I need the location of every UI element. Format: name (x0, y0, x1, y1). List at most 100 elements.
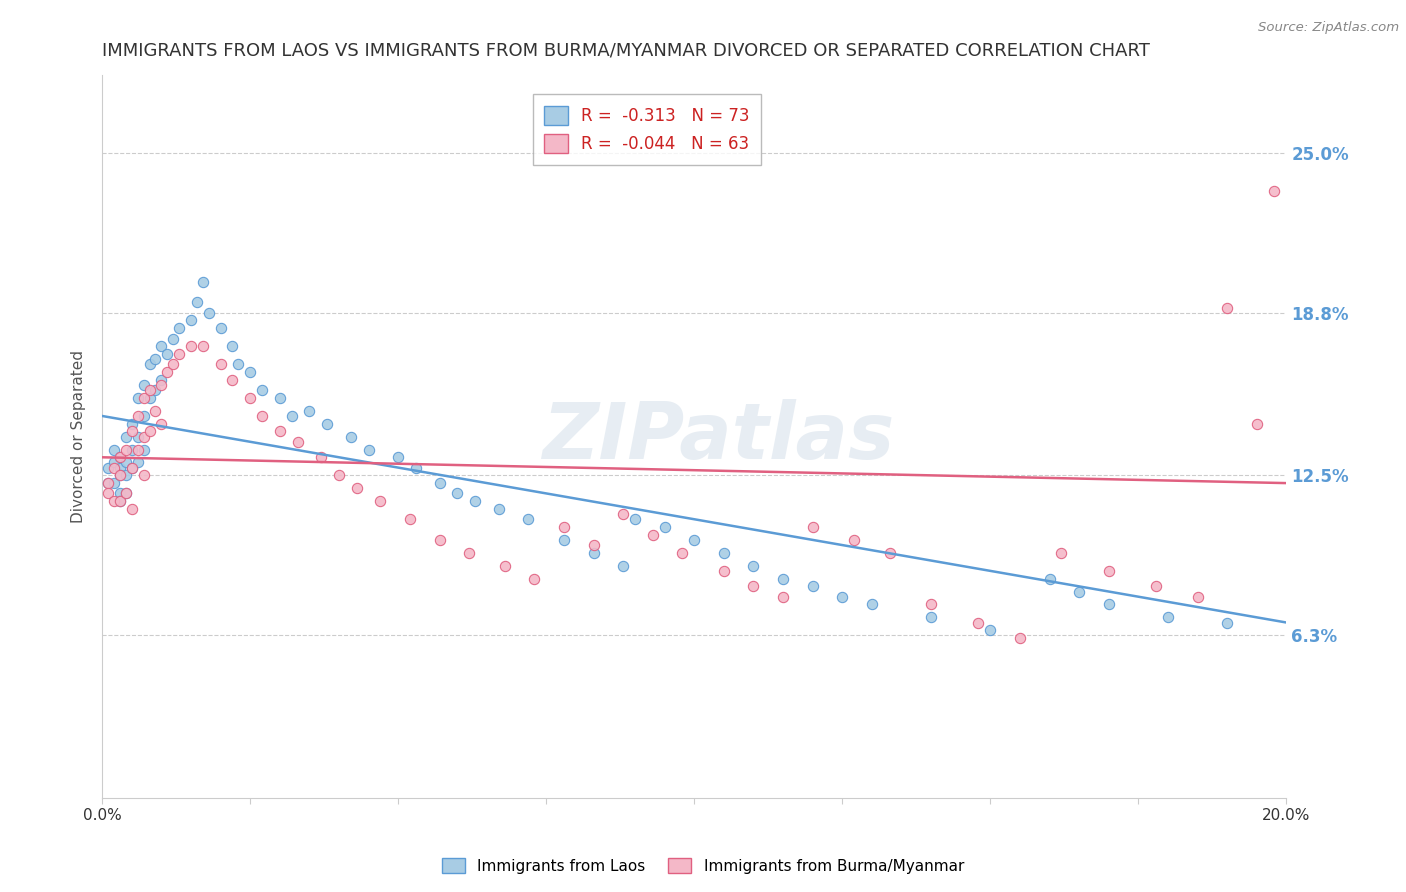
Point (209, 321, 232, 335)
Point (97, 476, 120, 491)
Point (115, 468, 138, 483)
Point (103, 442, 125, 457)
Point (920, 598, 942, 612)
Point (121, 460, 143, 475)
Point (132, 442, 155, 457)
Point (405, 460, 427, 475)
Point (115, 486, 138, 500)
Point (1069, 584, 1091, 599)
Point (967, 615, 990, 630)
Point (1144, 579, 1167, 593)
Point (713, 546, 735, 560)
Point (150, 417, 173, 431)
Point (108, 494, 131, 508)
Point (582, 546, 605, 560)
Point (191, 339, 214, 353)
Point (121, 502, 143, 516)
Point (387, 450, 409, 465)
Point (523, 572, 546, 586)
Point (340, 429, 363, 443)
Point (115, 429, 138, 443)
Point (162, 357, 184, 371)
Point (654, 520, 676, 534)
Point (1008, 631, 1031, 645)
Point (108, 468, 131, 483)
Point (772, 572, 794, 586)
Point (108, 450, 131, 465)
Point (138, 357, 160, 371)
Point (121, 417, 143, 431)
Point (103, 460, 125, 475)
Point (458, 546, 481, 560)
Point (1098, 564, 1121, 578)
Point (138, 391, 160, 405)
Point (138, 383, 160, 397)
Text: IMMIGRANTS FROM LAOS VS IMMIGRANTS FROM BURMA/MYANMAR DIVORCED OR SEPARATED CORR: IMMIGRANTS FROM LAOS VS IMMIGRANTS FROM … (103, 42, 1150, 60)
Point (138, 425, 160, 439)
Point (280, 409, 302, 423)
Point (879, 546, 901, 560)
Point (132, 391, 155, 405)
Point (311, 450, 333, 465)
Legend: Immigrants from Laos, Immigrants from Burma/Myanmar: Immigrants from Laos, Immigrants from Bu… (436, 852, 970, 880)
Point (328, 468, 350, 483)
Point (1157, 610, 1180, 624)
Point (108, 494, 131, 508)
Point (209, 357, 232, 371)
Point (250, 409, 273, 423)
Point (1216, 615, 1239, 630)
Point (772, 590, 794, 604)
Point (115, 486, 138, 500)
Point (103, 476, 125, 491)
Point (612, 558, 634, 573)
Point (346, 481, 368, 495)
Point (180, 313, 202, 327)
Point (132, 409, 155, 423)
Point (298, 404, 321, 418)
Point (186, 295, 208, 310)
Point (641, 527, 664, 541)
Point (145, 352, 167, 367)
Point (156, 347, 179, 361)
Point (127, 442, 149, 457)
Point (228, 357, 250, 371)
Point (167, 321, 190, 335)
Point (269, 425, 291, 439)
Point (801, 579, 824, 593)
Point (108, 486, 131, 500)
Point (239, 391, 262, 405)
Point (121, 425, 143, 439)
Point (156, 365, 179, 379)
Point (269, 391, 291, 405)
Point (221, 339, 243, 353)
Point (127, 429, 149, 443)
Point (429, 476, 451, 491)
Point (167, 347, 190, 361)
Point (831, 590, 853, 604)
Point (127, 455, 149, 469)
Text: ZIPatlas: ZIPatlas (541, 399, 894, 475)
Point (399, 512, 422, 526)
Point (316, 417, 339, 431)
Point (582, 538, 605, 552)
Point (742, 558, 765, 573)
Point (132, 378, 155, 392)
Point (683, 533, 706, 547)
Point (150, 373, 173, 387)
Point (132, 429, 155, 443)
Point (488, 502, 510, 516)
Point (612, 507, 634, 521)
Point (1246, 417, 1268, 431)
Text: Source: ZipAtlas.com: Source: ZipAtlas.com (1258, 21, 1399, 34)
Point (197, 306, 219, 320)
Point (624, 512, 647, 526)
Point (121, 442, 143, 457)
Point (97, 460, 120, 475)
Point (860, 598, 883, 612)
Point (1038, 572, 1060, 586)
Point (121, 460, 143, 475)
Point (115, 455, 138, 469)
Point (127, 409, 149, 423)
Point (713, 564, 735, 578)
Point (103, 455, 125, 469)
